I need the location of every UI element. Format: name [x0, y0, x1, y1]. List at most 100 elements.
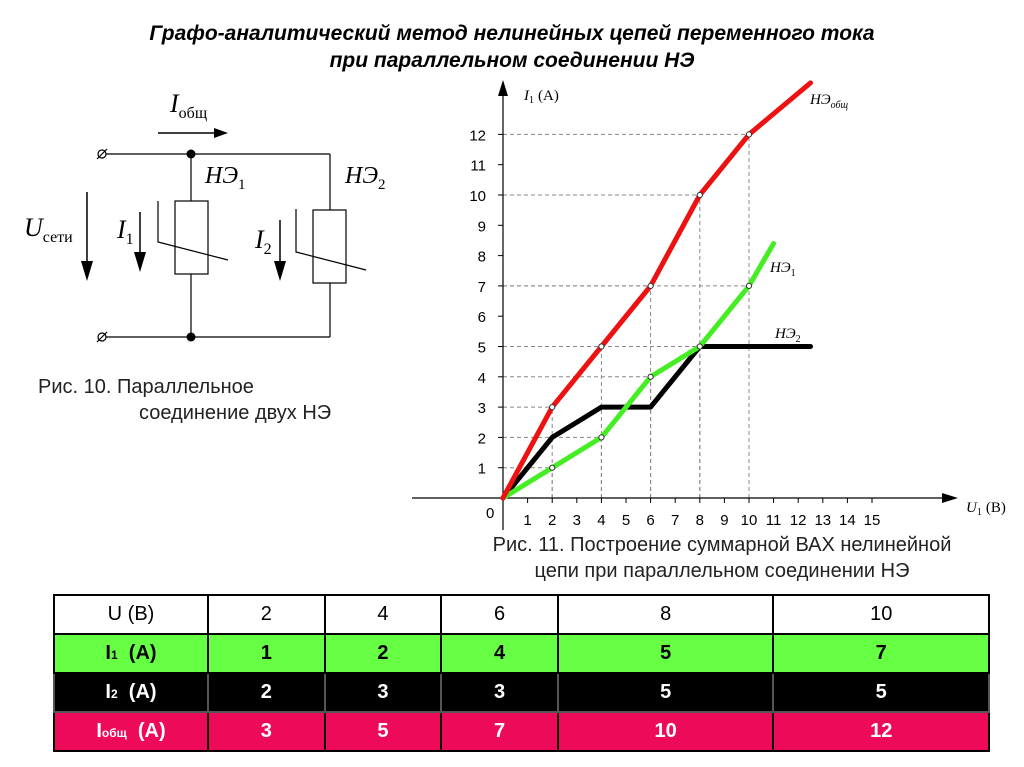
table-cell: 10 — [556, 711, 775, 752]
y-axis-label: I1 (A) — [523, 88, 559, 106]
x-tick-label: 3 — [573, 512, 581, 529]
table-cell: 5 — [556, 633, 775, 674]
table-cell: 4 — [323, 594, 443, 635]
x-tick-label: 5 — [622, 512, 630, 529]
y-tick-label: 12 — [469, 127, 486, 144]
x-tick-label: 11 — [766, 512, 782, 529]
ne1-element — [174, 200, 209, 275]
series-label-ne1: НЭ1 — [769, 260, 796, 279]
data-point — [745, 131, 753, 138]
x-tick-label: 1 — [523, 512, 531, 529]
table-cell: 3 — [440, 672, 559, 713]
x-tick-label: 4 — [597, 512, 605, 529]
label-ne2: НЭ2 — [344, 163, 386, 193]
y-tick-label: 4 — [478, 370, 486, 387]
table-cell: 8 — [556, 594, 775, 635]
caption-fig11: Рис. 11. Построение суммарной ВАХ нелине… — [420, 532, 1024, 584]
data-point — [549, 464, 556, 471]
table-cell: 5 — [772, 672, 990, 713]
label-ne1: НЭ1 — [204, 163, 246, 193]
x-tick-label: 10 — [741, 512, 758, 529]
row-header: Iобщ (A) — [53, 711, 209, 752]
table-cell: 5 — [323, 711, 443, 752]
y-tick-label: 9 — [478, 218, 486, 235]
table-cell: 12 — [772, 711, 990, 752]
arrow-right-icon — [214, 128, 228, 138]
x-tick-label: 9 — [720, 512, 728, 529]
x-axis-arrow-icon — [942, 493, 958, 503]
table-cell: 6 — [440, 594, 559, 635]
data-point — [696, 191, 703, 199]
title-line-2: при параллельном соединении НЭ — [329, 49, 695, 72]
table-cell: 3 — [207, 711, 326, 752]
table-cell: 2 — [323, 633, 443, 674]
data-point — [549, 404, 556, 411]
caption-fig11-line2: цепи при параллельном соединении НЭ — [534, 560, 910, 582]
x-tick-label: 7 — [671, 512, 679, 529]
data-point — [745, 282, 753, 289]
series-label-ne2: НЭ2 — [774, 326, 801, 345]
page-title: Графо-аналитический метод нелинейных цеп… — [0, 20, 1024, 74]
row-header: I2 (A) — [53, 672, 209, 713]
y-tick-label: 3 — [478, 400, 486, 417]
table-cell: 2 — [207, 672, 326, 713]
table-cell: 10 — [772, 594, 990, 635]
x-tick-label: 13 — [814, 512, 831, 529]
series-label-ne-total: НЭобщ — [809, 92, 849, 111]
table-row-i-total: Iобщ (A) 3 5 7 10 12 — [53, 711, 990, 752]
chart-guides — [503, 133, 750, 498]
table-row-i1: I1 (A) 1 2 4 5 7 — [53, 633, 990, 674]
table-cell: 7 — [772, 633, 990, 674]
x-tick-label: 2 — [548, 512, 556, 529]
arrow-down-icon — [274, 261, 286, 281]
x-tick-label: 14 — [839, 512, 856, 529]
data-point — [696, 343, 703, 350]
row-header: I1 (A) — [53, 633, 209, 674]
table-cell: 1 — [207, 633, 326, 674]
circuit-diagram — [96, 148, 367, 343]
data-point — [598, 434, 605, 441]
table-cell: 3 — [323, 672, 443, 713]
table-row-i2: I2 (A) 2 3 3 5 5 — [53, 672, 990, 713]
caption-fig10-line1: Рис. 10. Параллельное — [38, 376, 254, 398]
y-tick-label: 1 — [478, 461, 486, 478]
y-axis-arrow-icon — [498, 80, 508, 96]
label-i2: I2 — [254, 225, 272, 258]
arrow-down-icon — [134, 252, 146, 272]
series-line-2 — [500, 344, 813, 501]
x-tick-label: 6 — [646, 512, 654, 529]
x-tick-label: 12 — [790, 512, 807, 529]
table-cell: 2 — [207, 594, 326, 635]
data-point — [647, 282, 654, 289]
title-line-1: Графо-аналитический метод нелинейных цеп… — [149, 22, 875, 45]
y-tick-label: 2 — [478, 430, 486, 447]
row-header: U (B) — [53, 594, 209, 635]
origin-label: 0 — [486, 505, 494, 522]
y-tick-label: 11 — [470, 158, 486, 175]
series-line-0 — [500, 80, 813, 501]
table-row-voltage: U (B) 2 4 6 8 10 — [53, 594, 990, 635]
y-tick-label: 5 — [478, 340, 486, 357]
y-tick-label: 10 — [469, 188, 486, 205]
table-cell: 7 — [440, 711, 559, 752]
label-u-supply: Uсети — [24, 213, 73, 246]
label-i-total: Iобщ — [169, 89, 207, 122]
x-tick-label: 15 — [864, 512, 881, 529]
caption-fig11-line1: Рис. 11. Построение суммарной ВАХ нелине… — [492, 534, 952, 556]
label-i1: I1 — [116, 215, 134, 248]
arrow-down-icon — [81, 261, 93, 281]
ne2-element — [312, 209, 347, 284]
caption-fig10: Рис. 10. Параллельное соединение двух НЭ — [38, 374, 331, 426]
table-cell: 5 — [556, 672, 775, 713]
y-tick-label: 6 — [478, 309, 486, 326]
values-table: U (B) 2 4 6 8 10 I1 (A) 1 2 4 5 7 I2 (A)… — [53, 594, 990, 752]
series-line-1 — [500, 240, 777, 501]
data-point — [598, 343, 605, 350]
y-tick-label: 8 — [478, 249, 486, 266]
x-tick-label: 8 — [696, 512, 704, 529]
data-point — [647, 373, 654, 380]
y-tick-label: 7 — [478, 279, 486, 296]
current-arrows — [81, 128, 286, 281]
